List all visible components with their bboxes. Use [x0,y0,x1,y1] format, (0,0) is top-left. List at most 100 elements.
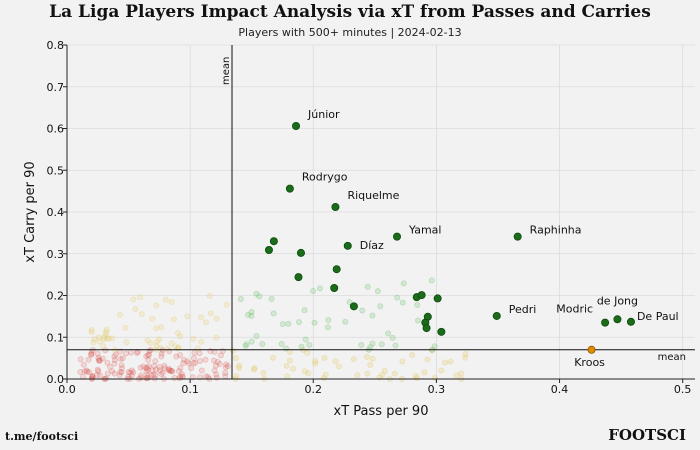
background-point [178,371,185,378]
background-point [385,330,392,337]
background-point [301,307,308,314]
background-point [153,342,160,349]
background-point [190,335,197,342]
background-point [251,365,258,372]
background-point [100,343,107,350]
background-point [152,372,159,379]
background-point [119,355,126,362]
background-point [211,367,218,374]
background-point [118,369,125,376]
background-point [118,362,125,369]
background-point [335,363,342,370]
background-point [116,311,123,318]
background-point [260,369,267,376]
background-point [359,307,366,314]
background-point [248,338,255,345]
x-tick-label: 0.3 [428,383,446,396]
y-axis-label: xT Carry per 90 [23,161,38,262]
background-point [177,333,184,340]
y-tick-label: 0.2 [47,290,65,303]
background-point [311,319,318,326]
chart-subtitle: Players with 500+ minutes | 2024-02-13 [238,26,462,39]
background-point [321,354,328,361]
player-point [513,232,522,241]
background-point [287,348,294,355]
background-point [96,338,103,345]
background-point [270,354,277,361]
background-point [222,364,229,371]
background-point [83,367,90,374]
background-point [428,277,435,284]
background-point [151,362,158,369]
background-point [284,373,291,380]
background-point [104,370,111,377]
background-point [145,351,152,358]
background-point [158,371,165,378]
background-point [93,371,100,378]
background-point [332,358,339,365]
background-point [431,343,438,350]
background-point [399,299,406,306]
player-point [331,202,340,211]
background-point [283,345,290,352]
background-point [170,316,177,323]
background-point [157,344,164,351]
background-point [206,292,213,299]
background-point [117,369,124,376]
background-point [158,353,165,360]
background-point [354,372,361,379]
background-point [94,350,101,357]
player-point [433,294,442,303]
player-point [587,345,596,354]
background-point [216,361,223,368]
player-point [294,273,303,282]
background-point [462,351,469,358]
background-point [169,368,176,375]
background-point [243,341,250,348]
player-point [285,184,294,193]
background-point [302,336,309,343]
background-point [101,334,108,341]
footer-brand: FOOTSCI [608,426,686,444]
background-point [90,339,97,346]
background-point [415,317,422,324]
background-point [342,318,349,325]
player-point [332,265,341,274]
background-point [153,338,160,345]
background-point [128,367,135,374]
background-point [127,369,134,376]
background-point [96,357,103,364]
background-point [369,340,376,347]
player-point [417,291,426,300]
background-point [138,372,145,379]
background-point [88,351,95,358]
y-tick-label: 0.7 [47,81,65,94]
player-label: Júnior [307,108,340,121]
background-point [190,355,197,362]
background-point [145,363,152,370]
background-point [84,368,91,375]
player-point [349,302,358,311]
background-point [217,352,224,359]
background-point [88,375,95,382]
player-label: de Jong [597,294,638,307]
player-point [343,241,352,250]
background-point [156,367,163,374]
background-point [245,311,252,318]
y-tick-label: 0.5 [47,164,65,177]
y-tick-label: 0.8 [47,39,65,52]
background-point [184,358,191,365]
background-point [172,343,179,350]
background-point [198,338,205,345]
background-point [421,369,428,376]
background-point [196,357,203,364]
chart-title: La Liga Players Impact Analysis via xT f… [49,2,651,22]
background-point [122,350,129,357]
background-point [192,359,199,366]
background-point [346,299,353,306]
background-point [143,353,150,360]
background-point [181,356,188,363]
background-point [127,349,134,356]
background-point [97,372,104,379]
